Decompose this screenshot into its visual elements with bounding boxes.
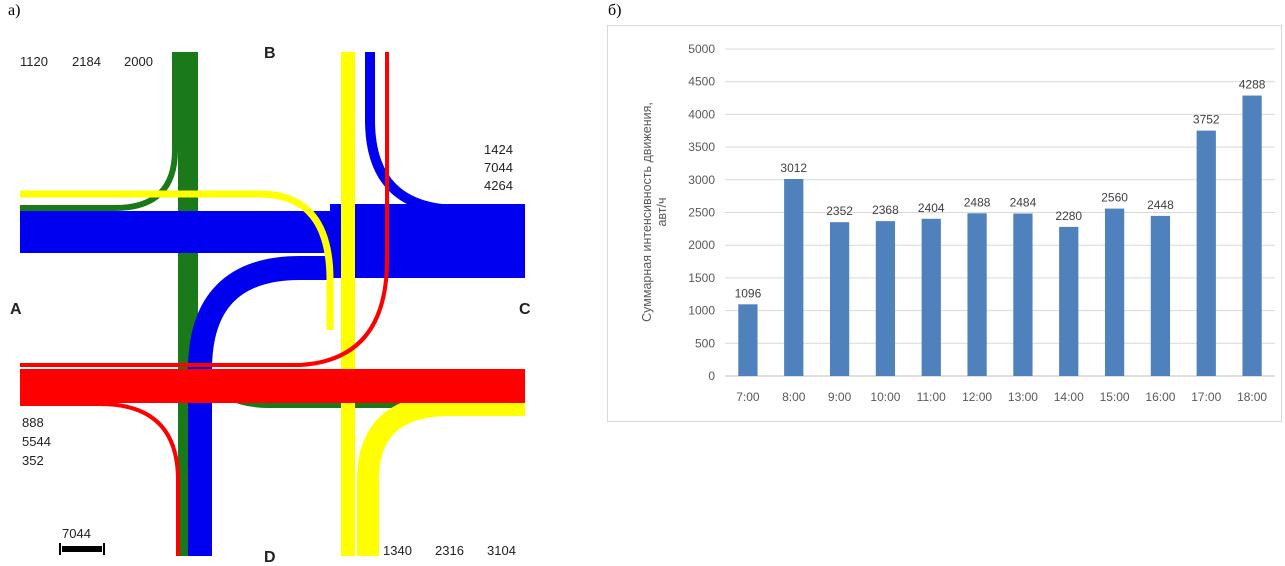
bar-data-label: 2484 (1010, 196, 1037, 210)
bar-9:00 (829, 222, 850, 376)
bar-data-label: 2368 (872, 203, 899, 217)
bar-18:00 (1242, 95, 1262, 377)
left-bottom-value-1: 888 (22, 415, 44, 430)
bar-14:00 (1059, 226, 1079, 376)
right-value-3: 4264 (484, 178, 513, 193)
bottom-right-value-2: 2316 (435, 543, 464, 558)
bar-13:00 (1013, 213, 1033, 376)
yellow-flow-turn-east (357, 394, 525, 556)
x-tick-label: 12:00 (962, 390, 992, 404)
panel-a-label: а) (8, 2, 21, 19)
blue-flow-turn-south (188, 256, 330, 556)
y-tick-label: 4000 (688, 107, 715, 121)
x-tick-label: 14:00 (1054, 390, 1084, 404)
bar-17:00 (1196, 130, 1216, 376)
x-tick-label: 11:00 (917, 390, 946, 404)
x-tick-label: 8:00 (782, 390, 806, 404)
node-c-label: C (519, 301, 531, 318)
x-tick-label: 15:00 (1100, 390, 1130, 404)
chart-gridlines (725, 48, 1275, 377)
right-value-2: 7044 (484, 160, 513, 175)
bar-8:00 (784, 179, 804, 376)
yellow-flow-turn-west (20, 190, 334, 330)
bar-15:00 (1104, 208, 1125, 376)
y-tick-label: 500 (695, 336, 715, 350)
bar-10:00 (875, 221, 896, 376)
bar-data-label: 4288 (1239, 78, 1266, 92)
node-b-label: B (264, 45, 276, 62)
y-tick-label: 1500 (688, 271, 715, 285)
y-tick-label: 3000 (688, 173, 715, 187)
bar-data-label: 2280 (1055, 209, 1082, 223)
x-tick-label: 16:00 (1145, 390, 1175, 404)
scale-value: 7044 (62, 526, 91, 541)
bar-data-label: 1096 (735, 286, 762, 300)
y-tick-label: 1000 (688, 304, 715, 318)
y-tick-label: 2500 (688, 206, 715, 220)
left-bottom-value-2: 5544 (22, 434, 51, 449)
y-tick-label: 4500 (688, 75, 715, 89)
node-a-label: A (10, 301, 22, 318)
left-bottom-value-3: 352 (22, 453, 44, 468)
y-axis-title-line-2: авт/ч (655, 197, 669, 226)
bar-data-labels: 1096 3012 2352 2368 2404 2488 2484 2280 2560 2448… (735, 78, 1266, 301)
y-tick-label: 2000 (688, 238, 715, 252)
bar-data-label: 2352 (826, 204, 853, 218)
x-tick-label: 18:00 (1237, 390, 1267, 404)
x-tick-label: 10:00 (870, 390, 900, 404)
bar-data-label: 2404 (918, 201, 945, 215)
y-tick-label: 3500 (688, 140, 715, 154)
y-tick-label: 5000 (688, 42, 715, 56)
x-tick-labels: 7:00 8:00 9:00 10:00 11:00 12:00 13:00 14:00 15:… (736, 390, 1267, 404)
y-axis-title-line-1: Суммарная интенсивность движения, (640, 102, 654, 322)
x-tick-label: 17:00 (1191, 390, 1221, 404)
bar-data-label: 3012 (780, 161, 807, 175)
bar-16:00 (1150, 215, 1171, 376)
bar-7:00 (738, 304, 758, 376)
bar-12:00 (967, 213, 987, 376)
bar-data-label: 3752 (1193, 113, 1220, 127)
top-left-value-3: 2000 (124, 54, 153, 69)
chart-bars (738, 95, 1262, 377)
bar-11:00 (921, 218, 941, 376)
panel-b-label: б) (608, 2, 622, 19)
bottom-right-value-1: 1340 (383, 543, 412, 558)
x-tick-label: 7:00 (736, 390, 760, 404)
right-value-1: 1424 (484, 142, 513, 157)
intersection-flow-diagram: 1120 2184 2000 1424 7044 4264 888 5544 3… (10, 45, 531, 566)
top-left-value-2: 2184 (72, 54, 101, 69)
top-left-value-1: 1120 (20, 54, 48, 69)
y-tick-labels: 0 500 1000 1500 2000 2500 3000 3500 4000 4500 5000 (688, 42, 715, 383)
bottom-right-value-3: 3104 (487, 543, 516, 558)
bar-data-label: 2560 (1101, 191, 1128, 205)
red-flow-turn-north (20, 52, 389, 367)
bar-data-label: 2488 (964, 195, 991, 209)
blue-flow-turn-north (365, 52, 525, 215)
node-d-label: D (264, 549, 276, 566)
y-tick-label: 0 (708, 369, 715, 383)
bar-data-label: 2448 (1147, 198, 1174, 212)
red-flow-turn-south (20, 402, 180, 556)
x-tick-label: 9:00 (828, 390, 852, 404)
x-tick-label: 13:00 (1008, 390, 1038, 404)
